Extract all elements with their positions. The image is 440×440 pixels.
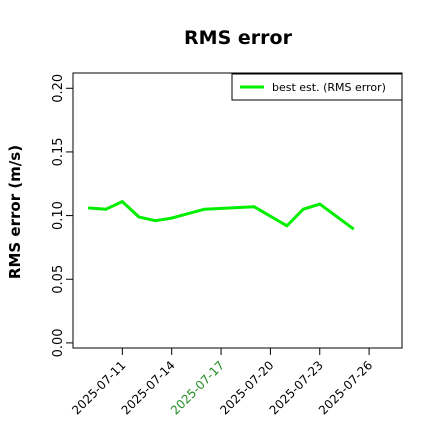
- legend-label: best est. (RMS error): [272, 81, 386, 94]
- data-point: [318, 202, 322, 206]
- data-point: [351, 226, 355, 230]
- y-tick-label: 0.20: [51, 74, 66, 103]
- y-tick-label: 0.15: [51, 137, 66, 166]
- x-axis: 2025-07-112025-07-142025-07-172025-07-20…: [69, 348, 375, 417]
- data-point: [203, 207, 207, 211]
- data-point: [87, 206, 91, 210]
- data-point: [170, 216, 174, 220]
- data-point: [301, 207, 305, 211]
- y-axis-label: RMS error (m/s): [6, 145, 24, 279]
- data-point: [153, 219, 157, 223]
- plot-frame: [72, 72, 403, 349]
- chart-title: RMS error: [184, 27, 293, 49]
- y-tick-label: 0.05: [51, 265, 66, 294]
- series-layer: [87, 200, 355, 230]
- x-tick-label: 2025-07-26: [316, 358, 375, 417]
- y-tick-label: 0.00: [51, 328, 66, 357]
- series-line: [88, 200, 355, 230]
- y-tick-label: 0.10: [51, 201, 66, 230]
- y-axis: 0.00 0.05 0.10 0.15 0.20: [51, 74, 73, 357]
- legend: best est. (RMS error): [231, 73, 403, 101]
- data-point: [137, 215, 141, 219]
- data-point: [120, 200, 124, 204]
- data-point: [104, 207, 108, 211]
- data-point: [285, 224, 289, 228]
- data-point: [252, 205, 256, 209]
